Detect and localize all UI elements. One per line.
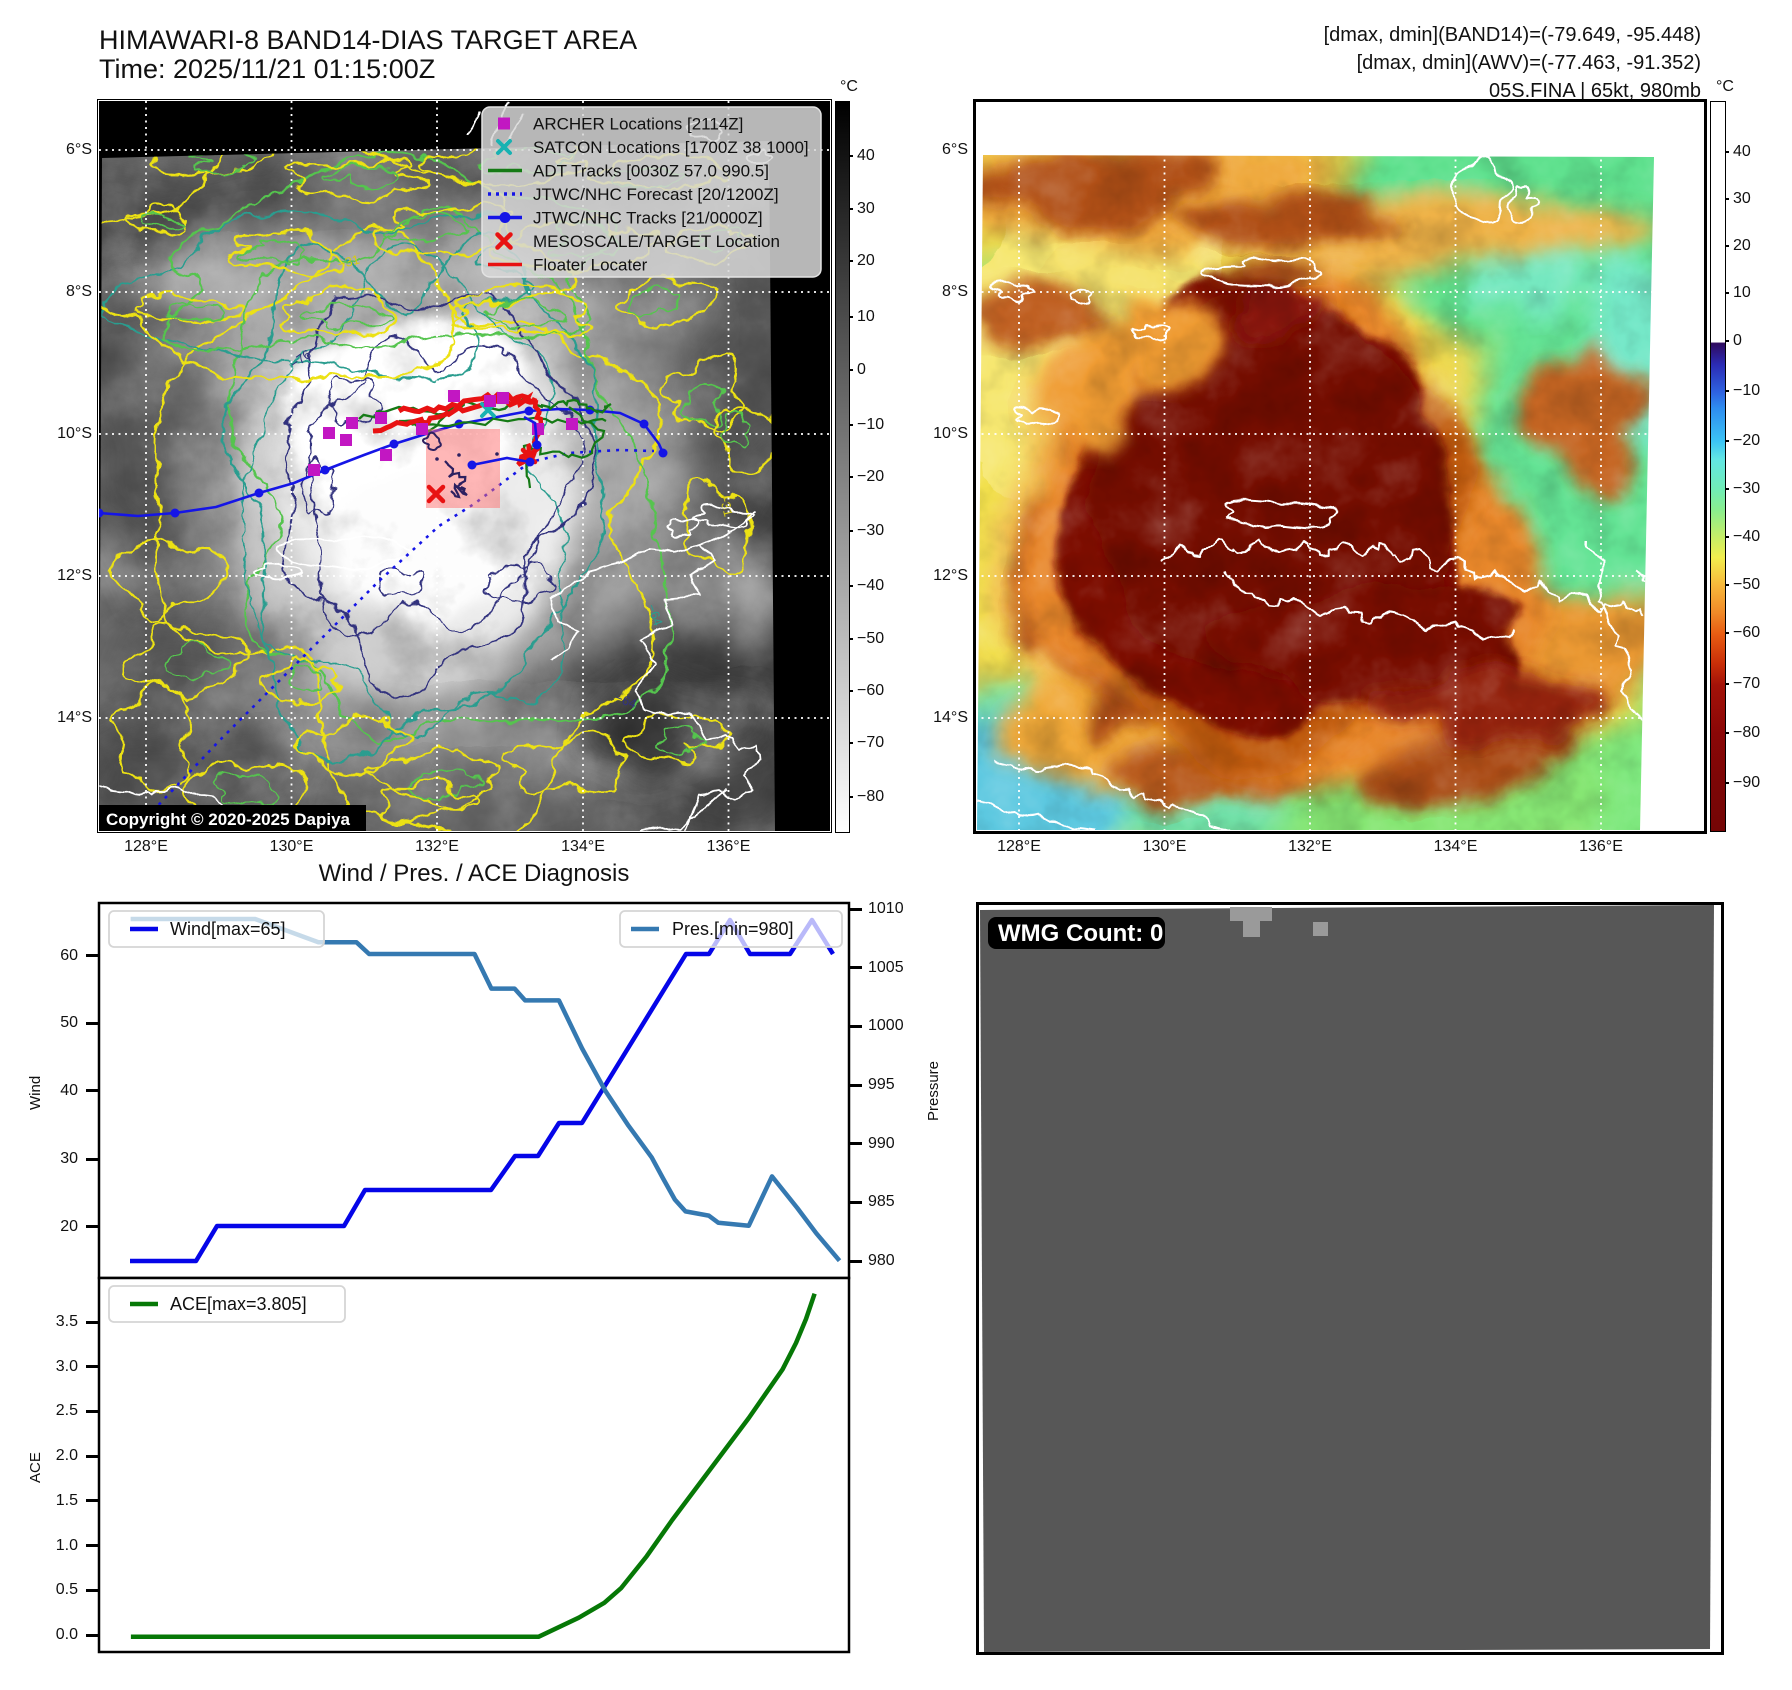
svg-text:MESOSCALE/TARGET Location: MESOSCALE/TARGET Location: [533, 232, 780, 251]
svg-text:ARCHER Locations [2114Z]: ARCHER Locations [2114Z]: [533, 115, 743, 134]
svg-text:ACE[max=3.805]: ACE[max=3.805]: [170, 1294, 307, 1314]
svg-text:JTWC/NHC Forecast [20/1200Z]: JTWC/NHC Forecast [20/1200Z]: [533, 185, 779, 204]
svg-text:−31: −31: [336, 252, 361, 272]
svg-text:SATCON Locations [1700Z 38 100: SATCON Locations [1700Z 38 1000]: [533, 138, 809, 157]
svg-text:WMG Count: 0: WMG Count: 0: [998, 920, 1163, 947]
svg-text:−64: −64: [613, 690, 639, 712]
svg-text:ADT Tracks [0030Z 57.0 990.5]: ADT Tracks [0030Z 57.0 990.5]: [533, 162, 769, 181]
svg-text:−64: −64: [644, 602, 666, 628]
svg-text:JTWC/NHC Tracks [21/0000Z]: JTWC/NHC Tracks [21/0000Z]: [533, 209, 763, 228]
svg-text:Copyright © 2020-2025 Dapiya: Copyright © 2020-2025 Dapiya: [106, 810, 351, 829]
svg-text:Wind[max=65]: Wind[max=65]: [170, 919, 286, 939]
svg-text:Pres.[min=980]: Pres.[min=980]: [672, 919, 794, 939]
svg-text:Floater Locater: Floater Locater: [533, 256, 648, 275]
